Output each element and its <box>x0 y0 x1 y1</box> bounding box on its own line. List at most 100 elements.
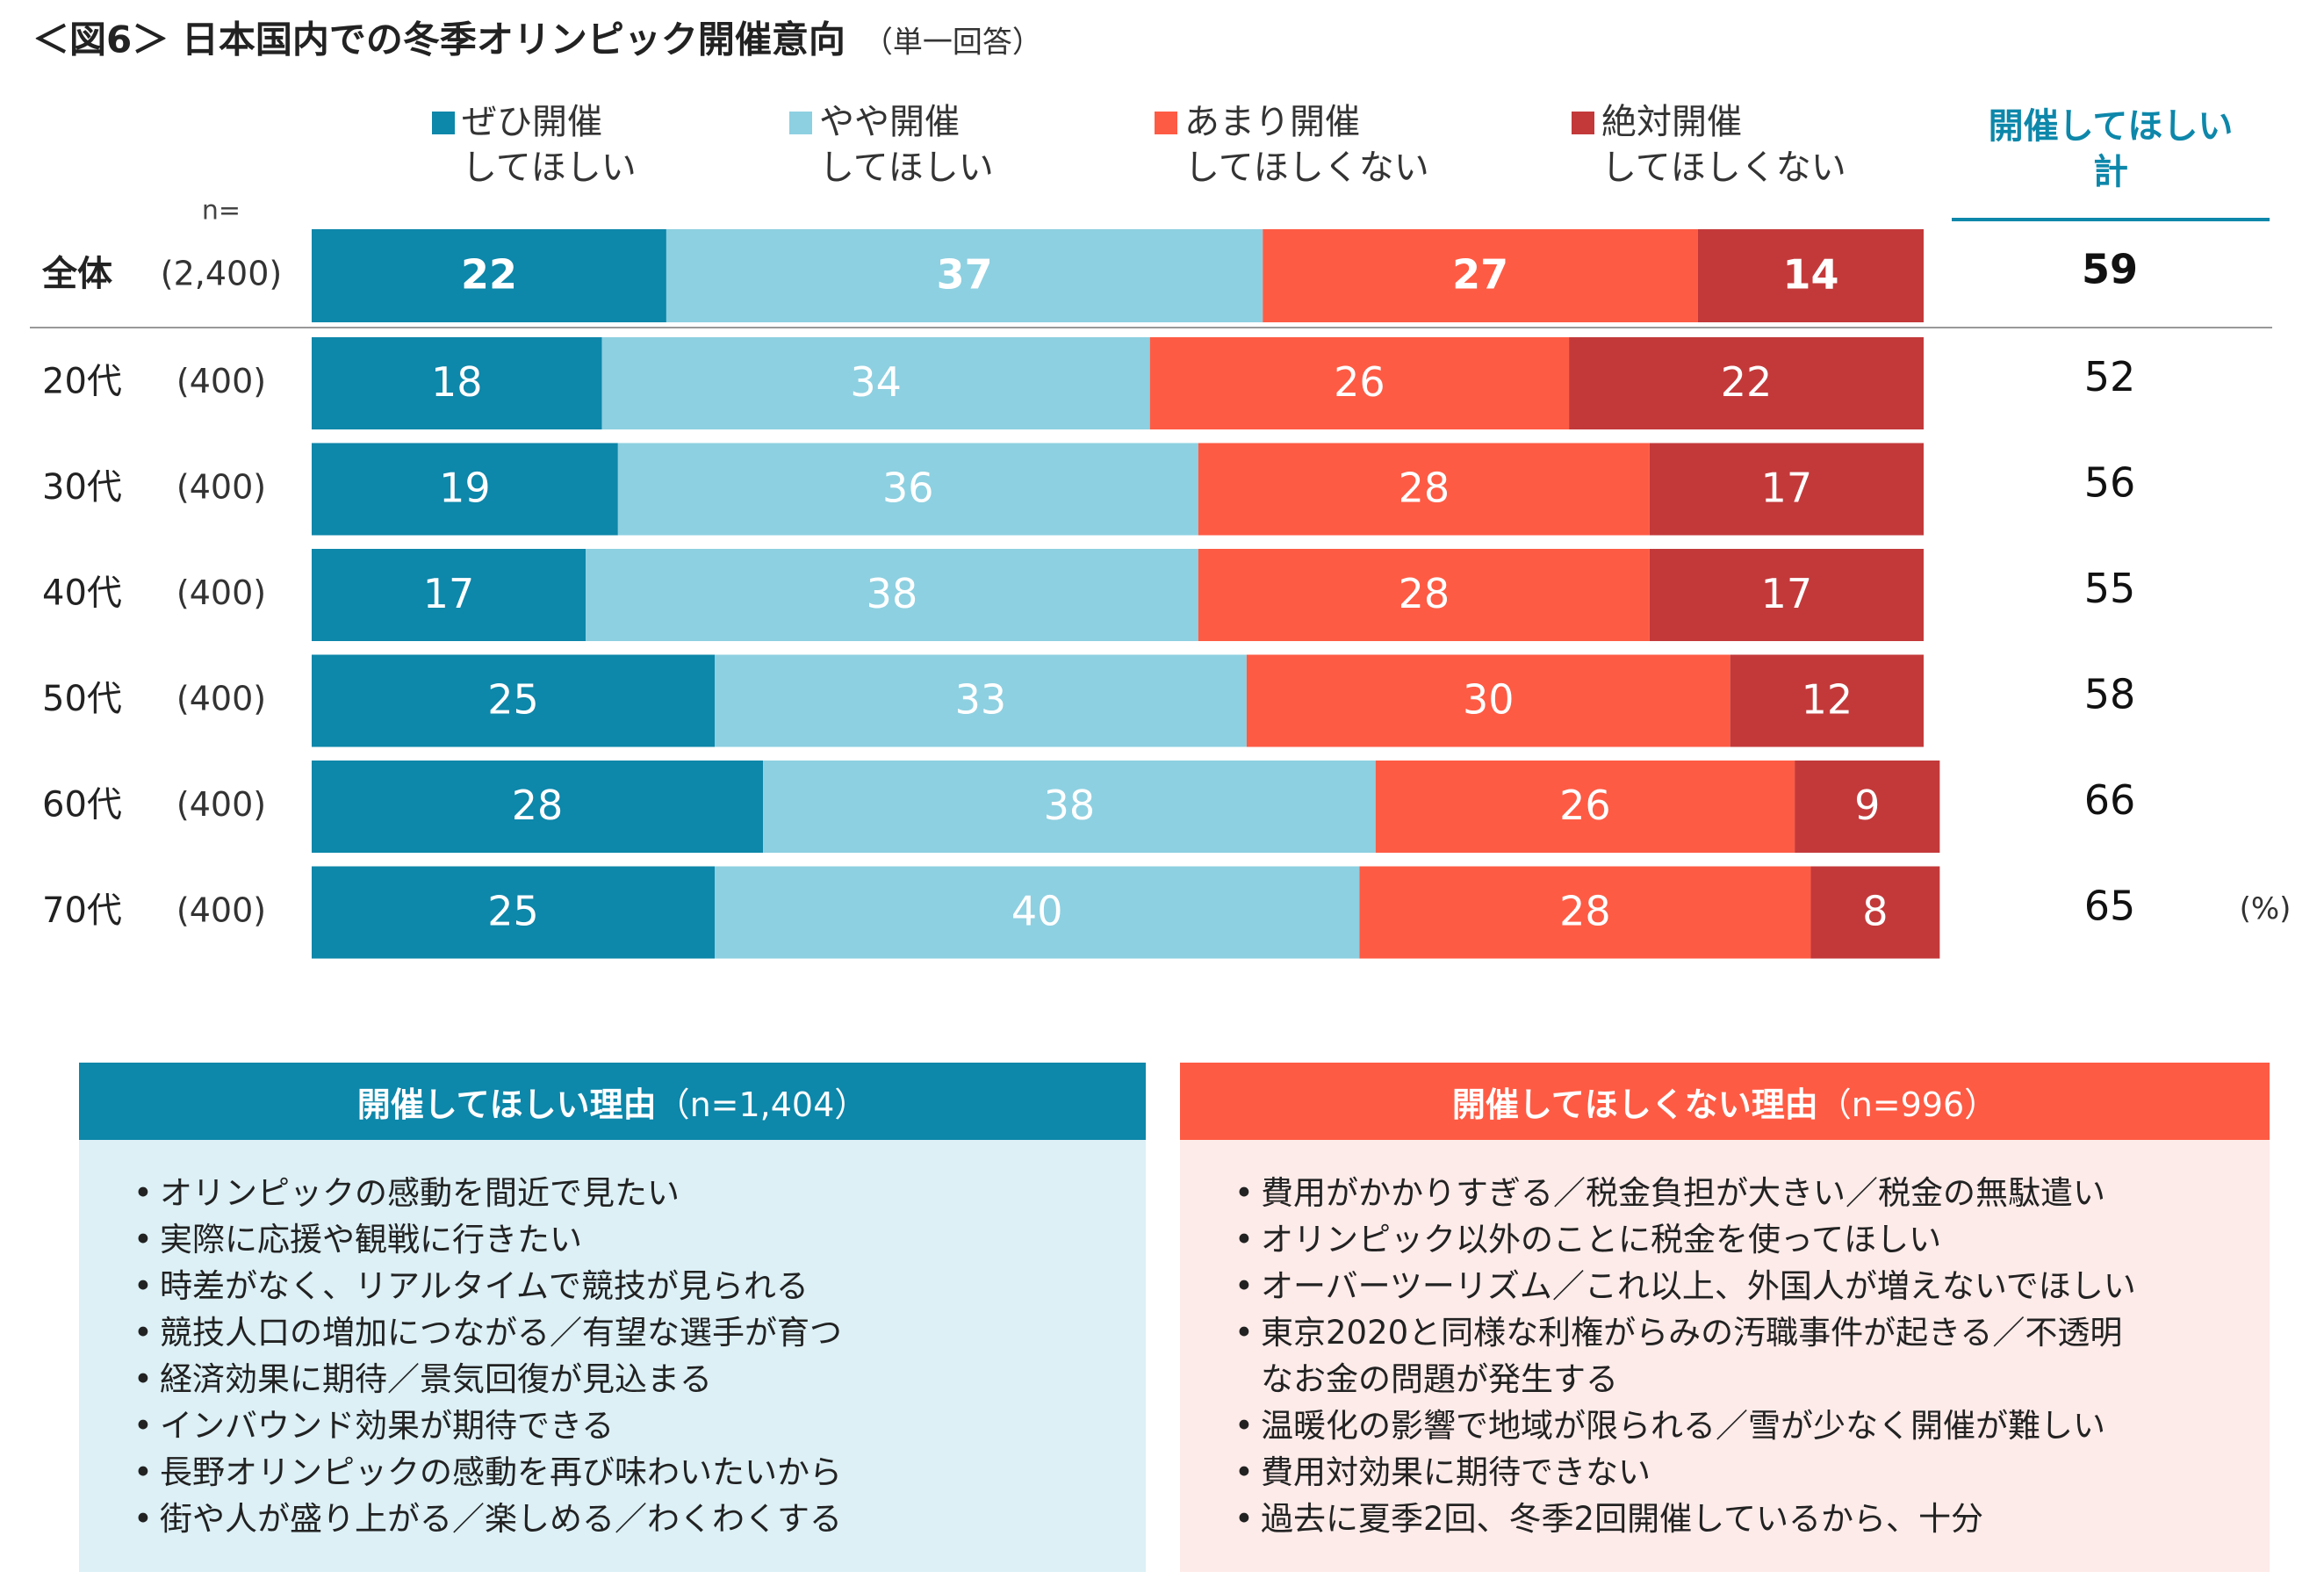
reason-item: 競技人口の増加につながる／有望な選手が育つ <box>133 1309 1146 1356</box>
category-label: 全体 <box>41 254 112 294</box>
bar-segment <box>1795 761 1940 853</box>
legend-item: ぜひ開催 してほしい <box>432 99 637 191</box>
category-label: 60代 <box>42 785 122 826</box>
panel-n: （n=1,404） <box>656 1085 868 1124</box>
reason-panel: 開催してほしくない理由（n=996）費用がかかりすぎる／税金負担が大きい／税金の… <box>1180 1063 2270 1572</box>
bar-label: 27 <box>1452 251 1508 299</box>
bar-label: 28 <box>512 782 564 829</box>
n-label: (400) <box>176 891 266 930</box>
reason-panel: 開催してほしい理由（n=1,404）オリンピックの感動を間近で見たい実際に応援や… <box>79 1063 1146 1572</box>
bar-segment <box>715 654 1247 747</box>
panel-header: 開催してほしい理由 （n=1,404） <box>79 1063 1146 1140</box>
total-value: 65 <box>2084 883 2136 930</box>
legend-swatch <box>432 112 455 134</box>
reason-item: 温暖化の影響で地域が限られる／雪が少なく開催が難しい <box>1234 1402 2270 1449</box>
chart-subtitle: （単一回答） <box>863 25 1042 61</box>
reason-item: 費用がかかりすぎる／税金負担が大きい／税金の無駄遣い <box>1234 1170 2270 1216</box>
n-label: (400) <box>176 468 266 507</box>
bar-segment <box>312 443 618 536</box>
bar-segment <box>1649 443 1924 536</box>
bar-label: 28 <box>1399 465 1450 512</box>
reason-item: 費用対効果に期待できない <box>1234 1449 2270 1496</box>
bar-segment <box>1375 761 1795 853</box>
bar-segment <box>1198 549 1650 641</box>
reason-item: 時差がなく、リアルタイムで競技が見られる <box>133 1263 1146 1309</box>
bar-segment <box>1730 654 1924 747</box>
reason-list: 費用がかかりすぎる／税金負担が大きい／税金の無駄遣いオリンピック以外のことに税金… <box>1180 1140 2270 1542</box>
panel-n: （n=996） <box>1817 1085 1998 1124</box>
bar-segment <box>1359 866 1811 959</box>
reason-item: インバウンド効果が期待できる <box>133 1402 1146 1449</box>
bar-segment <box>312 654 715 747</box>
bar-segment <box>1649 549 1924 641</box>
bar-label: 9 <box>1854 782 1880 829</box>
bar-label: 36 <box>882 465 934 512</box>
total-value: 52 <box>2084 353 2136 400</box>
category-label: 20代 <box>42 362 122 402</box>
n-label: (400) <box>176 573 266 612</box>
n-header: n= <box>202 196 241 227</box>
category-label: 40代 <box>42 573 122 614</box>
bar-segment <box>312 866 715 959</box>
bar-label: 17 <box>1761 465 1813 512</box>
reason-item: 過去に夏季2回、冬季2回開催しているから、十分 <box>1234 1496 2270 1542</box>
bar-label: 18 <box>431 358 483 406</box>
bar-label: 25 <box>487 888 539 935</box>
total-value: 59 <box>2082 246 2138 293</box>
bar-label: 12 <box>1802 676 1853 724</box>
reason-item: 実際に応援や観戦に行きたい <box>133 1216 1146 1263</box>
panel-header: 開催してほしくない理由 （n=996） <box>1180 1063 2270 1140</box>
total-value: 56 <box>2084 459 2136 507</box>
bar-segment <box>715 866 1360 959</box>
category-label: 30代 <box>42 467 122 508</box>
bar-segment <box>617 443 1198 536</box>
reason-list: オリンピックの感動を間近で見たい実際に応援や観戦に行きたい時差がなく、リアルタイ… <box>79 1140 1146 1542</box>
total-value: 55 <box>2084 565 2136 612</box>
bar-label: 26 <box>1334 358 1385 406</box>
n-label: (400) <box>176 785 266 824</box>
reason-item: 東京2020と同様な利権がらみの汚職事件が起きる／不透明 なお金の問題が発生する <box>1234 1309 2270 1402</box>
bar-label: 37 <box>937 251 993 299</box>
bar-segment <box>763 761 1376 853</box>
bar-segment <box>586 549 1198 641</box>
reason-item: 街や人が盛り上がる／楽しめる／わくわくする <box>133 1496 1146 1542</box>
totals-header: 開催してほしい 計 <box>1988 106 2234 192</box>
n-label: (400) <box>176 680 266 718</box>
reason-item: 長野オリンピックの感動を再び味わいたいから <box>133 1449 1146 1496</box>
bar-label: 38 <box>867 570 918 617</box>
bar-segment <box>312 761 764 853</box>
legend-item: あまり開催 してほしくない <box>1155 99 1429 191</box>
legend-item: 絶対開催 してほしくない <box>1572 99 1846 191</box>
bar-label: 28 <box>1399 570 1450 617</box>
bar-segment <box>1263 229 1698 322</box>
bar-segment <box>1149 337 1570 429</box>
bar-label: 33 <box>955 676 1007 724</box>
bar-label: 17 <box>1761 570 1813 617</box>
bar-segment <box>1569 337 1924 429</box>
reason-item: 経済効果に期待／景気回復が見込まる <box>133 1356 1146 1402</box>
category-label: 50代 <box>42 679 122 719</box>
reason-item: オーバーツーリズム／これ以上、外国人が増えないでほしい <box>1234 1263 2270 1309</box>
legend-swatch <box>1572 112 1594 134</box>
bar-label: 19 <box>439 465 491 512</box>
legend-item: やや開催 してほしい <box>789 99 994 191</box>
bar-segment <box>1697 229 1924 322</box>
bar-segment <box>1246 654 1730 747</box>
bar-label: 8 <box>1862 888 1888 935</box>
reason-item: オリンピックの感動を間近で見たい <box>133 1170 1146 1216</box>
bar-label: 17 <box>423 570 475 617</box>
reason-item: オリンピック以外のことに税金を使ってほしい <box>1234 1216 2270 1263</box>
bar-label: 40 <box>1011 888 1063 935</box>
legend-swatch <box>789 112 812 134</box>
bar-label: 14 <box>1782 251 1838 299</box>
legend-swatch <box>1155 112 1177 134</box>
panel-title: 開催してほしくない理由 <box>1451 1085 1818 1124</box>
panel-title: 開催してほしい理由 <box>356 1085 657 1124</box>
bar-label: 34 <box>850 358 902 406</box>
bar-label: 28 <box>1559 888 1611 935</box>
bar-segment <box>312 229 666 322</box>
chart: ＜図6＞ 日本国内での冬季オリンピック開催意向 （単一回答） n= 全体 (2,4… <box>30 18 2291 959</box>
bar-segment <box>1198 443 1650 536</box>
bar-segment <box>312 337 602 429</box>
